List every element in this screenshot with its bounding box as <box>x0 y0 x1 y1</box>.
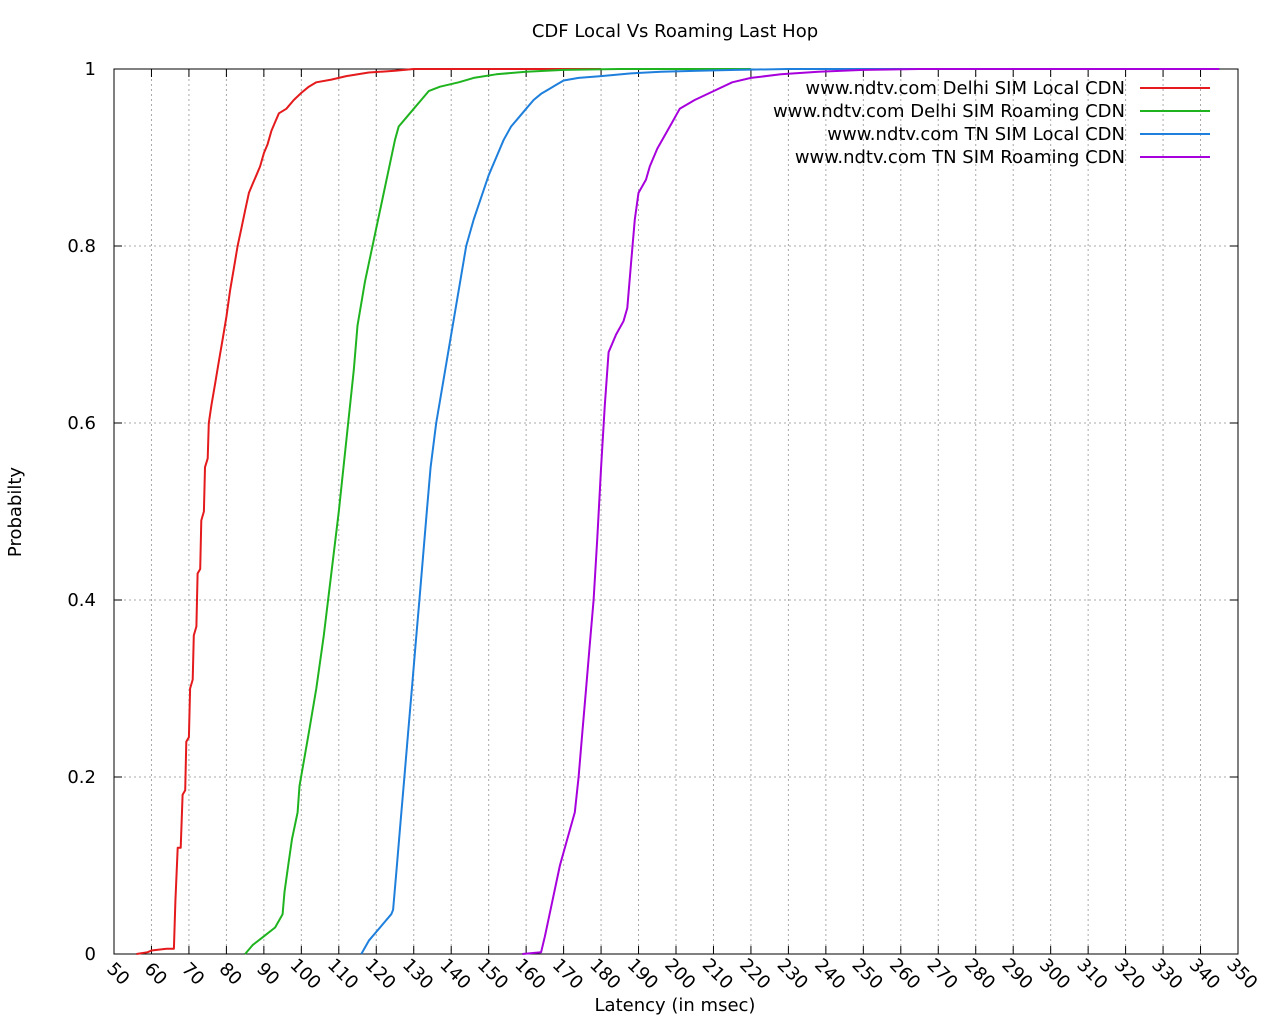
series-lines <box>136 68 1220 955</box>
legend-label-3: www.ndtv.com TN SIM Local CDN <box>827 124 1125 145</box>
y-tick-label: 0 <box>85 944 96 965</box>
y-tick-label: 0.6 <box>67 413 96 434</box>
y-tick-label: 0.4 <box>67 590 96 611</box>
series-line-1 <box>136 68 602 955</box>
series-line-4 <box>522 68 1220 955</box>
y-axis-label: Probabilty <box>5 467 26 557</box>
grid-lines <box>114 69 1238 954</box>
y-tick-label: 1 <box>85 59 96 80</box>
chart-title: CDF Local Vs Roaming Last Hop <box>532 21 818 42</box>
x-axis-label: Latency (in msec) <box>595 995 756 1016</box>
legend-label-4: www.ndtv.com TN SIM Roaming CDN <box>795 147 1125 168</box>
series-line-2 <box>244 68 751 955</box>
legend-label-1: www.ndtv.com Delhi SIM Local CDN <box>805 78 1125 99</box>
legend: www.ndtv.com Delhi SIM Local CDNwww.ndtv… <box>773 78 1210 168</box>
y-tick-label: 0.8 <box>67 236 96 257</box>
y-tick-label: 0.2 <box>67 767 96 788</box>
legend-label-2: www.ndtv.com Delhi SIM Roaming CDN <box>773 101 1125 122</box>
series-line-3 <box>360 68 1220 955</box>
